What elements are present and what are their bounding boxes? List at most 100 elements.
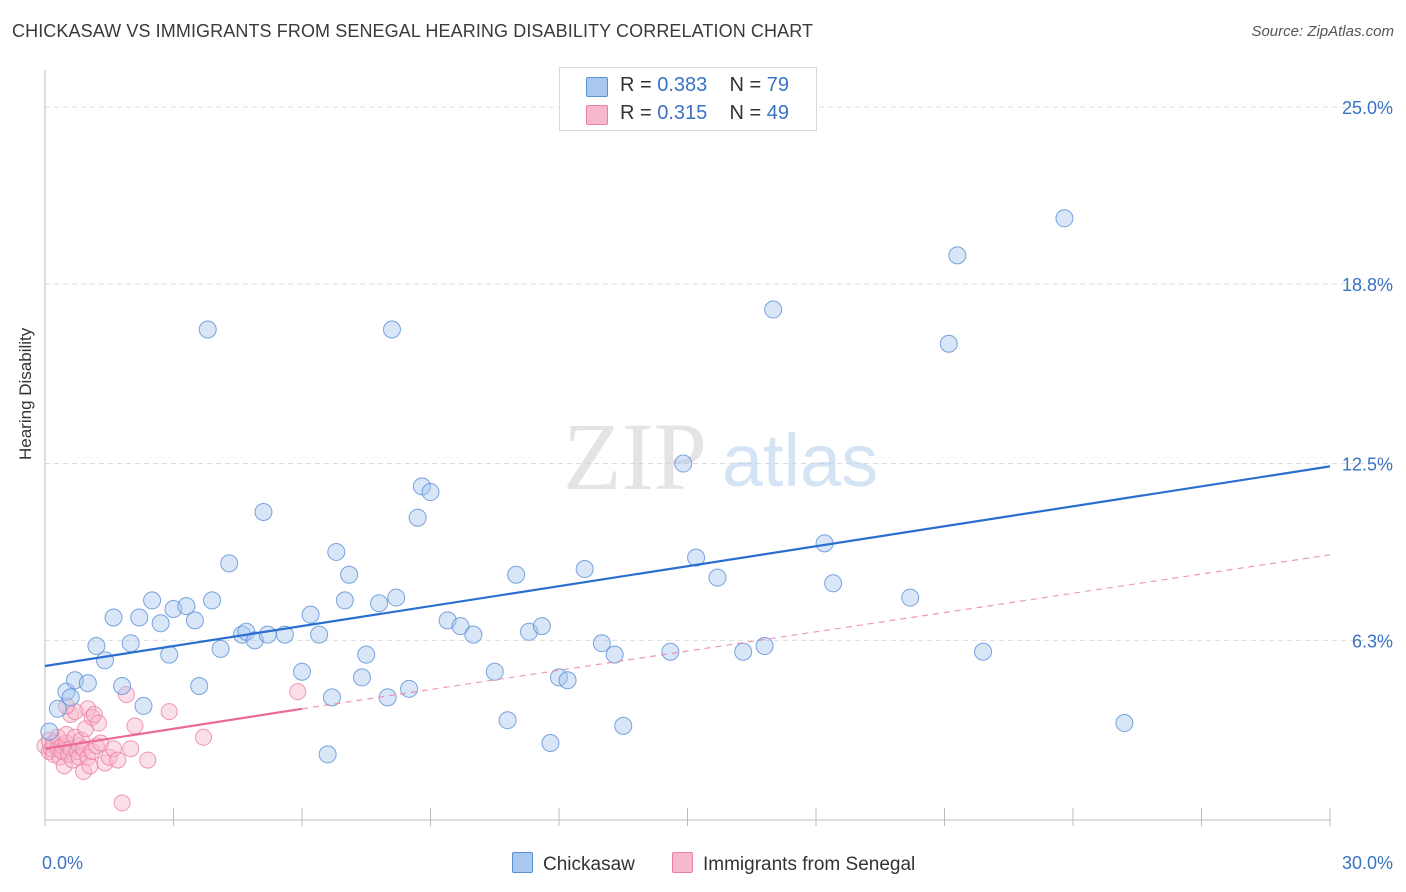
chickasaw-point bbox=[412, 477, 431, 496]
watermark-atlas: atlas bbox=[722, 419, 878, 502]
chickasaw-point bbox=[764, 300, 783, 319]
chickasaw-point bbox=[185, 611, 204, 630]
chickasaw-point bbox=[335, 591, 354, 610]
chickasaw-point bbox=[130, 608, 149, 627]
legend-r-value: 0.315 bbox=[657, 102, 708, 124]
senegal-point bbox=[90, 714, 108, 732]
chickasaw-point bbox=[78, 674, 97, 693]
chickasaw-point bbox=[310, 625, 329, 644]
senegal-point bbox=[194, 728, 212, 746]
senegal-point bbox=[160, 703, 178, 721]
senegal-point bbox=[105, 740, 123, 758]
senegal-point bbox=[81, 757, 99, 775]
chickasaw-point bbox=[382, 320, 401, 339]
chickasaw-point bbox=[498, 711, 517, 730]
chickasaw-point bbox=[301, 605, 320, 624]
chickasaw-point bbox=[541, 734, 560, 753]
chickasaw-point bbox=[143, 591, 162, 610]
senegal-trend-line bbox=[44, 707, 303, 750]
legend-swatch-senegal bbox=[586, 105, 608, 125]
bottom-legend-chickasaw[interactable]: Chickasaw bbox=[512, 852, 635, 876]
chickasaw-point bbox=[661, 642, 680, 661]
chickasaw-point bbox=[1055, 209, 1074, 228]
chickasaw-point bbox=[387, 588, 406, 607]
chickasaw-point bbox=[901, 588, 920, 607]
y-tick-label: 12.5% bbox=[1342, 455, 1393, 475]
senegal-point bbox=[113, 794, 131, 812]
y-tick-label: 6.3% bbox=[1352, 631, 1393, 651]
chickasaw-point bbox=[198, 320, 217, 339]
chickasaw-trend-line bbox=[44, 465, 1331, 668]
legend-n-value: 49 bbox=[766, 102, 790, 124]
chickasaw-point bbox=[974, 642, 993, 661]
axes bbox=[44, 70, 1331, 826]
chickasaw-point bbox=[87, 637, 106, 656]
senegal-point bbox=[117, 686, 135, 704]
legend-r-value: 0.383 bbox=[657, 74, 708, 96]
legend-swatch-chickasaw bbox=[586, 77, 608, 97]
chickasaw-point bbox=[211, 639, 230, 658]
legend-swatch-senegal bbox=[672, 852, 693, 873]
chickasaw-point bbox=[254, 503, 273, 522]
chickasaw-point bbox=[507, 565, 526, 584]
chickasaw-point bbox=[939, 334, 958, 353]
senegal-point bbox=[55, 757, 73, 775]
chickasaw-point bbox=[708, 568, 727, 587]
chickasaw-point bbox=[408, 508, 427, 527]
chickasaw-point bbox=[318, 745, 337, 764]
chickasaw-point bbox=[327, 542, 346, 561]
legend-r-label: R = bbox=[620, 102, 652, 124]
chickasaw-point bbox=[400, 679, 419, 698]
legend-n-label: N = bbox=[729, 74, 762, 96]
chickasaw-point bbox=[293, 662, 311, 681]
senegal-point bbox=[139, 751, 157, 769]
chickasaw-point bbox=[352, 668, 371, 687]
chickasaw-point bbox=[177, 597, 196, 616]
chickasaw-point bbox=[614, 716, 633, 735]
watermark-zip: ZIP bbox=[563, 403, 707, 510]
senegal-point bbox=[126, 717, 144, 735]
y-tick-label: 18.8% bbox=[1342, 275, 1393, 295]
trend-lines bbox=[44, 465, 1331, 750]
chickasaw-point bbox=[592, 634, 611, 653]
bottom-legend-senegal[interactable]: Immigrants from Senegal bbox=[672, 852, 915, 876]
chickasaw-point bbox=[464, 625, 483, 644]
chickasaw-point bbox=[558, 671, 577, 690]
chickasaw-point bbox=[203, 591, 222, 610]
chickasaw-point bbox=[1115, 714, 1134, 733]
chickasaw-point bbox=[48, 699, 67, 718]
chickasaw-point bbox=[121, 634, 140, 653]
chickasaw-point bbox=[113, 676, 132, 695]
chart-title: CHICKASAW VS IMMIGRANTS FROM SENEGAL HEA… bbox=[12, 21, 814, 41]
chickasaw-point bbox=[190, 676, 209, 695]
chickasaw-point bbox=[734, 642, 753, 661]
chickasaw-point bbox=[687, 548, 706, 567]
chickasaw-point bbox=[824, 574, 843, 593]
bottom-legend-label: Chickasaw bbox=[543, 854, 635, 875]
chickasaw-point bbox=[322, 688, 341, 707]
chickasaw-point bbox=[755, 637, 774, 656]
senegal-point bbox=[83, 708, 101, 726]
senegal-point bbox=[122, 740, 140, 758]
senegal-point bbox=[109, 751, 127, 769]
bottom-legend-label: Immigrants from Senegal bbox=[703, 854, 916, 875]
chickasaw-point bbox=[605, 645, 624, 664]
x-tick-label: 30.0% bbox=[1342, 853, 1393, 873]
senegal-point bbox=[85, 705, 103, 723]
legend-swatch-chickasaw bbox=[512, 852, 533, 873]
senegal-point bbox=[289, 683, 307, 701]
chickasaw-point bbox=[674, 454, 693, 473]
chickasaw-point bbox=[357, 645, 376, 664]
chickasaw-point bbox=[134, 696, 153, 715]
source-label: Source: ZipAtlas.com bbox=[1251, 23, 1394, 40]
chickasaw-point bbox=[104, 608, 123, 627]
chickasaw-point bbox=[151, 614, 170, 633]
y-axis-label: Hearing Disability bbox=[16, 327, 35, 460]
chickasaw-point bbox=[485, 662, 504, 681]
x-tick-label: 0.0% bbox=[42, 853, 83, 873]
watermark: ZIP atlas bbox=[563, 403, 878, 510]
chickasaw-point bbox=[948, 246, 967, 265]
chickasaw-point bbox=[340, 565, 359, 584]
tick-labels: 6.3% 12.5% 18.8% 25.0% 0.0% 30.0% bbox=[42, 98, 1393, 873]
